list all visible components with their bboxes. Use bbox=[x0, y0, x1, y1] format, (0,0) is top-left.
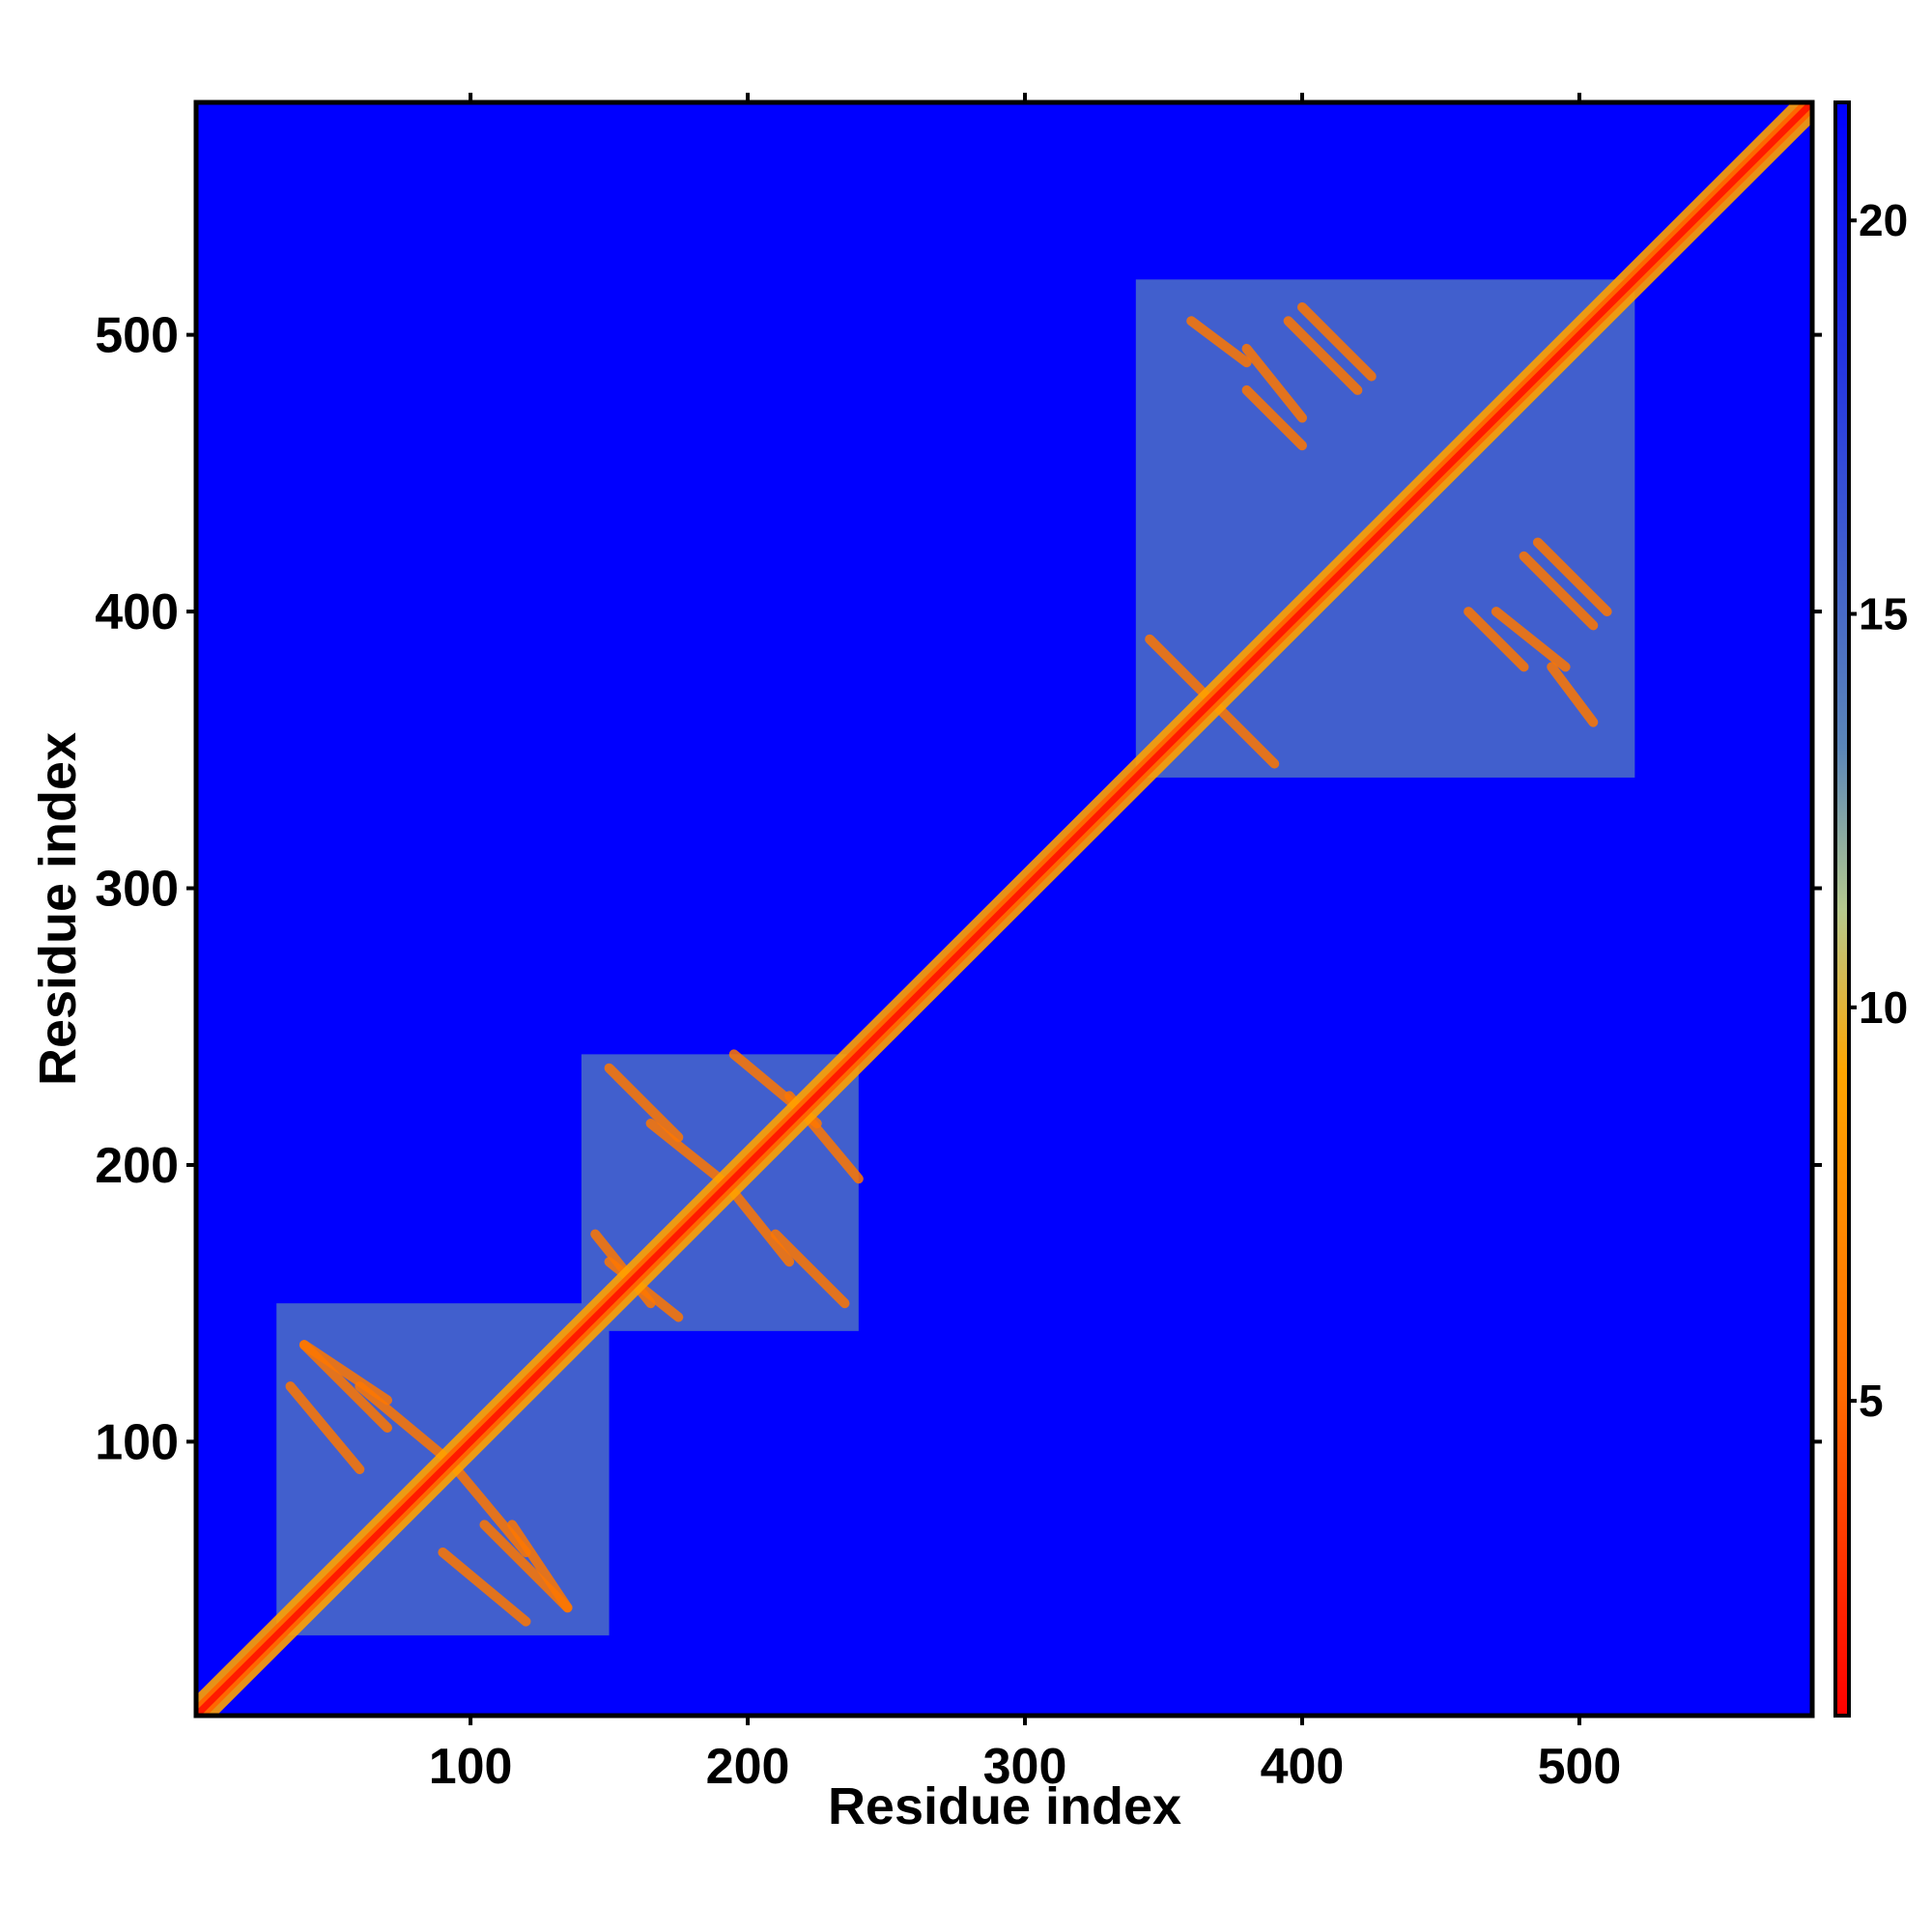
y-tick-label: 400 bbox=[95, 584, 179, 640]
y-axis-label: Residue index bbox=[29, 732, 87, 1086]
strand-contact-band bbox=[1145, 634, 1210, 700]
colorbar: 5 10 15 20 bbox=[1833, 100, 1908, 1718]
strand-contact-band bbox=[1241, 343, 1307, 423]
diagonal-core bbox=[196, 102, 1812, 1716]
x-tick-label: 500 bbox=[1538, 1739, 1622, 1795]
colorbar-tick-label: 5 bbox=[1859, 1376, 1884, 1426]
colorbar-tick-label: 10 bbox=[1859, 982, 1908, 1033]
x-tick-label: 200 bbox=[706, 1739, 790, 1795]
y-tick-label: 500 bbox=[95, 308, 179, 364]
plot-area bbox=[196, 102, 1812, 1716]
colorbar-gradient bbox=[1833, 100, 1851, 1718]
strand-contact-band bbox=[1519, 551, 1599, 631]
heatmap-cells bbox=[196, 102, 1812, 1716]
strand-contact-band bbox=[479, 1520, 573, 1613]
x-axis: 100 200 300 400 500 bbox=[429, 93, 1622, 1795]
colorbar-tick-label: 15 bbox=[1859, 589, 1908, 639]
strand-contact-band bbox=[645, 1118, 725, 1184]
y-tick-label: 200 bbox=[95, 1138, 179, 1194]
strand-contact-band bbox=[285, 1381, 365, 1475]
strand-contact-band bbox=[1547, 662, 1599, 727]
strand-contact-band bbox=[770, 1229, 850, 1309]
strand-contact-band bbox=[1283, 316, 1363, 395]
strand-contact-band bbox=[298, 1340, 393, 1434]
x-axis-label: Residue index bbox=[828, 1777, 1181, 1835]
x-tick-label: 100 bbox=[429, 1739, 513, 1795]
x-tick-label: 300 bbox=[983, 1739, 1067, 1795]
strand-contact-band bbox=[1463, 607, 1529, 672]
strand-contact-band bbox=[604, 1063, 684, 1143]
colorbar-ticks: 5 10 15 20 bbox=[1849, 195, 1908, 1426]
strand-contact-band bbox=[1241, 384, 1307, 451]
strand-contact-band bbox=[1532, 537, 1612, 617]
strand-contact-band bbox=[451, 1464, 531, 1557]
y-tick-label: 100 bbox=[95, 1414, 179, 1470]
plot-frame bbox=[193, 99, 1815, 1719]
strand-contact-band bbox=[1296, 301, 1377, 382]
strand-contact-band bbox=[355, 1381, 448, 1461]
strand-contact-band bbox=[590, 1229, 656, 1309]
y-tick-label: 300 bbox=[95, 862, 179, 918]
colorbar-tick-label: 20 bbox=[1859, 195, 1908, 245]
y-axis: 100 200 300 400 500 bbox=[95, 308, 1822, 1470]
strand-contact-band bbox=[438, 1547, 531, 1627]
strand-contact-band bbox=[1213, 703, 1280, 769]
strand-contact-band bbox=[728, 1187, 795, 1267]
strand-contact-band bbox=[1491, 607, 1571, 672]
strand-contact-band bbox=[1186, 316, 1252, 368]
x-tick-label: 400 bbox=[1261, 1739, 1345, 1795]
